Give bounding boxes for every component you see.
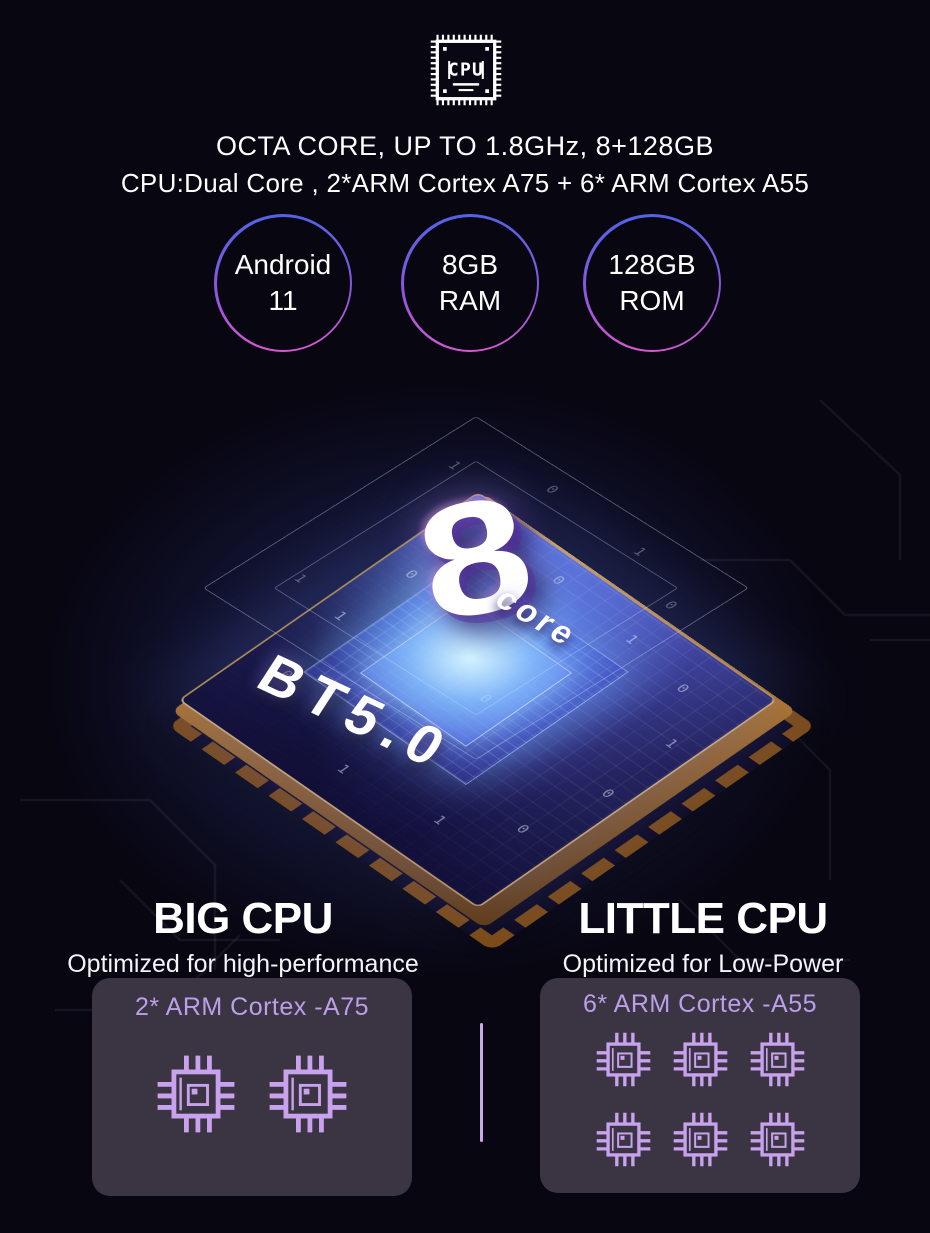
big-cpu-spec: 2* ARM Cortex -A75: [134, 993, 370, 1021]
processor-icon: [260, 1046, 356, 1142]
binary-digit: 1: [660, 736, 682, 752]
big-cpu-section-title: BIG CPU Optimized for high-performance: [53, 897, 433, 979]
little-cpu-spec-box: 6* ARM Cortex -A55: [540, 978, 860, 1193]
headline-cpu-detail: CPU:Dual Core , 2*ARM Cortex A75 + 6* AR…: [120, 168, 810, 198]
big-cpu-chip-grid: [92, 1046, 412, 1142]
badge-line: 11: [268, 285, 298, 316]
binary-digit: 0: [671, 681, 694, 697]
badge-android-version: Android 11: [214, 214, 352, 352]
processor-icon: [667, 1106, 734, 1173]
processor-icon: [148, 1046, 244, 1142]
headline-specs: OCTA CORE, UP TO 1.8GHz, 8+128GB: [216, 131, 714, 161]
binary-digit: 0: [541, 482, 563, 497]
cpu-icon-label: CPU: [448, 60, 484, 81]
badge-line: ROM: [619, 285, 685, 316]
little-cpu-chip-grid: [575, 1026, 825, 1173]
processor-icon: [590, 1026, 657, 1093]
little-cpu-spec: 6* ARM Cortex -A55: [582, 990, 818, 1018]
section-divider: [480, 1023, 483, 1142]
processor-icon: [744, 1026, 811, 1093]
binary-digit: 1: [332, 761, 354, 777]
little-cpu-title: LITTLE CPU: [578, 894, 828, 943]
badge-line: 8GB: [441, 249, 499, 280]
processor-icon: [744, 1106, 811, 1173]
big-cpu-spec-box: 2* ARM Cortex -A75: [92, 978, 412, 1196]
binary-digit: 0: [596, 786, 619, 802]
binary-digit: 1: [628, 545, 651, 559]
binary-digit: 0: [659, 598, 682, 613]
processor-icon: [590, 1106, 657, 1173]
binary-digit: 0: [511, 821, 534, 837]
binary-digit: 1: [428, 812, 450, 828]
big-cpu-subtitle: Optimized for high-performance: [67, 950, 419, 978]
badge-rom: 128GB ROM: [583, 214, 721, 352]
processor-icon: [667, 1026, 734, 1093]
big-cpu-title: BIG CPU: [153, 894, 333, 943]
little-cpu-section-title: LITTLE CPU Optimized for Low-Power: [513, 897, 893, 979]
badge-line: 128GB: [608, 249, 696, 280]
badge-line: RAM: [438, 285, 502, 316]
cpu-chip-icon: CPU: [425, 28, 507, 112]
badge-line: Android: [234, 249, 332, 280]
badge-ram: 8GB RAM: [401, 214, 539, 352]
little-cpu-subtitle: Optimized for Low-Power: [562, 950, 844, 978]
